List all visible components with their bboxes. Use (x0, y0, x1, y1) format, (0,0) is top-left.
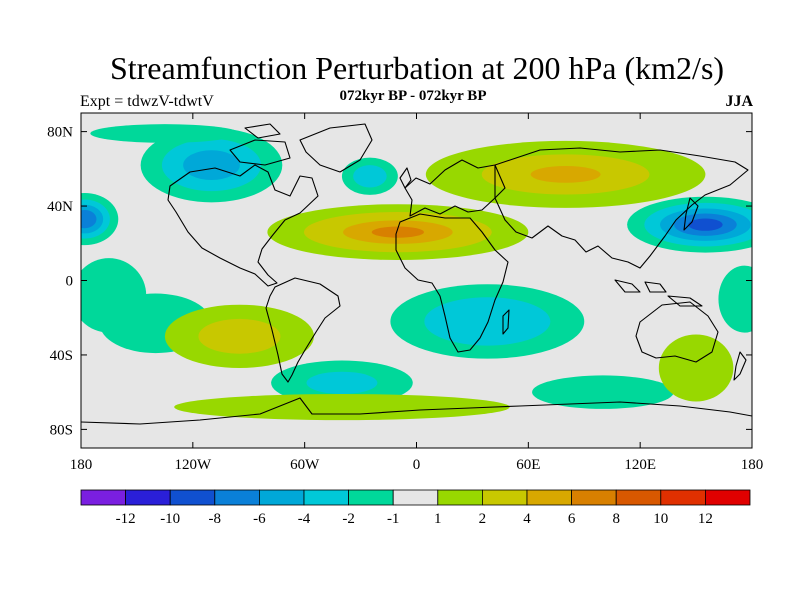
x-tick-label: 60E (516, 457, 540, 473)
colorbar-swatch (481, 489, 528, 506)
colorbar-label: 6 (568, 511, 576, 527)
colorbar-swatch (437, 489, 483, 506)
contour-level-3 (371, 226, 424, 238)
colorbar-swatch (392, 489, 439, 506)
y-tick-label: 80S (50, 422, 73, 438)
coast-new-zealand (733, 351, 747, 381)
x-tick-label: 120E (624, 457, 656, 473)
colorbar-swatch (571, 489, 617, 506)
colorbar-label: 2 (479, 511, 487, 527)
season-label: JJA (725, 93, 753, 110)
contour-level-0 (90, 124, 240, 143)
contour-level-0 (658, 334, 734, 402)
coast-asia (494, 147, 749, 269)
x-tick-label: 0 (413, 457, 421, 473)
region-australia-south-high (658, 334, 734, 402)
x-tick-label: 180 (741, 457, 764, 473)
contour-level-1 (353, 165, 387, 188)
colorbar-swatch (526, 489, 572, 506)
axes: 180 120W 60W 0 60E 120E 180 80N 40N 0 40S 80S (47, 113, 763, 473)
region-west-pacific-low (718, 265, 752, 333)
coast-uk (399, 167, 412, 189)
region-arctic-low (90, 124, 240, 143)
colorbar-label: -10 (160, 511, 180, 527)
chart-title: Streamfunction Perturbation at 200 hPa (… (109, 50, 725, 86)
colorbar-label: -8 (209, 511, 222, 527)
coast-north-america (167, 164, 319, 287)
coast-south-america (265, 277, 341, 383)
coast-greenland (299, 123, 373, 173)
colorbar-swatch (303, 489, 349, 506)
coast-africa (395, 213, 509, 353)
colorbar-label: -6 (253, 511, 266, 527)
contour-fields (81, 124, 752, 421)
contour-level-2 (183, 150, 240, 180)
colorbar-swatch (258, 489, 305, 506)
region-north-america-low (140, 127, 283, 203)
region-africa-low (390, 284, 585, 359)
y-tick-label: 40S (50, 348, 73, 364)
coast-madagascar (502, 309, 510, 335)
colorbar-label: -12 (116, 511, 136, 527)
colorbar-label: 8 (612, 511, 620, 527)
y-tick-label: 80N (47, 125, 73, 141)
x-tick-label: 180 (70, 457, 93, 473)
colorbar: -12 -10 -8 -6 -4 -2 -1 1 2 4 6 8 10 12 (80, 489, 751, 527)
contour-level-1 (198, 318, 281, 354)
region-north-atlantic-low (341, 157, 398, 195)
coastlines (81, 123, 752, 425)
colorbar-swatch (214, 489, 260, 506)
x-tick-label: 120W (174, 457, 212, 473)
region-atlantic-africa-high (267, 204, 529, 261)
colorbar-label: -4 (298, 511, 311, 527)
contour-level-4 (688, 218, 723, 231)
region-south-pacific-high (164, 304, 314, 368)
coast-antarctica (81, 397, 752, 425)
y-tick-label: 0 (66, 274, 74, 290)
colorbar-label: 12 (698, 511, 713, 527)
colorbar-label: -1 (387, 511, 400, 527)
experiment-label: Expt = tdwzV-tdwtV (80, 93, 214, 110)
coast-australia (635, 301, 719, 363)
contour-level-1 (306, 371, 378, 395)
colorbar-label: -2 (342, 511, 355, 527)
y-tick-label: 40N (47, 199, 73, 215)
coast-maritime (614, 279, 703, 307)
colorbar-swatch (80, 489, 126, 506)
region-south-atlantic-low (271, 360, 413, 406)
colorbar-swatch (615, 489, 662, 506)
region-nw-pacific-low (627, 196, 752, 253)
contour-level-0 (532, 375, 674, 409)
colorbar-label: 10 (653, 511, 668, 527)
colorbar-label: 1 (434, 511, 442, 527)
region-indian-ocean-low (532, 375, 674, 409)
colorbar-label: 4 (523, 511, 531, 527)
colorbar-swatch (660, 489, 706, 506)
contour-level-0 (174, 394, 510, 421)
x-tick-label: 60W (290, 457, 320, 473)
colorbar-swatch (125, 489, 171, 506)
contour-level-3 (81, 209, 97, 229)
contour-level-2 (530, 166, 601, 183)
contour-level-0 (718, 265, 752, 333)
region-pacific-north-low (81, 193, 119, 246)
coast-japan (683, 197, 699, 231)
colorbar-swatch (169, 489, 216, 506)
contour-level-1 (424, 297, 551, 346)
region-eurasia-high (425, 140, 706, 208)
region-southern-ocean-high (174, 394, 510, 421)
chart-subtitle: 072kyr BP - 072kyr BP (339, 88, 487, 104)
colorbar-swatch (348, 489, 394, 506)
colorbar-swatch (705, 489, 751, 506)
coast-arctic-islands (229, 123, 291, 166)
